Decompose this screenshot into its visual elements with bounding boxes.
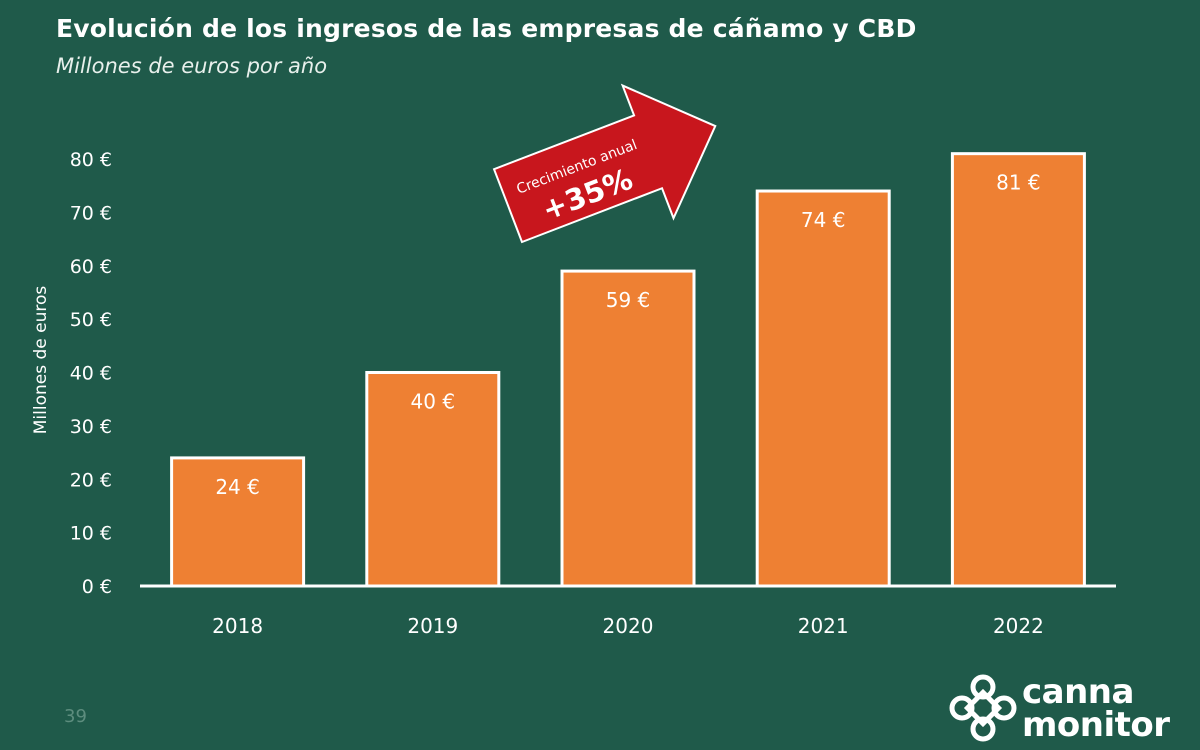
logo-text-canna: canna — [1022, 672, 1134, 712]
bar-value-label: 74 € — [801, 208, 846, 232]
y-tick-label: 0 € — [82, 576, 112, 598]
x-tick-label: 2018 — [212, 614, 263, 638]
bar-2022 — [950, 152, 1086, 588]
bar-2019 — [365, 371, 501, 588]
bar-2020 — [560, 269, 696, 588]
growth-annotation: Crecimiento anual +35% — [492, 83, 717, 244]
growth-arrow-icon — [492, 83, 717, 244]
bars: 24 € 40 € 59 € 74 € 81 € — [170, 152, 1086, 588]
bar-value-label: 59 € — [606, 288, 651, 312]
y-tick-label: 50 € — [70, 309, 112, 331]
x-axis: 2018 2019 2020 2021 2022 — [212, 614, 1044, 638]
bar-value-label: 24 € — [215, 475, 260, 499]
y-tick-label: 60 € — [70, 256, 112, 278]
bar-2021 — [755, 189, 891, 588]
chart-subtitle: Millones de euros por año — [56, 54, 328, 78]
y-axis: 0 € 10 € 20 € 30 € 40 € 50 € 60 € 70 € 80 € — [70, 149, 112, 598]
y-tick-label: 40 € — [70, 363, 112, 385]
x-tick-label: 2019 — [407, 614, 458, 638]
bar-value-label: 81 € — [996, 171, 1041, 195]
page-number: 39 — [64, 706, 87, 727]
x-tick-label: 2020 — [603, 614, 654, 638]
y-tick-label: 20 € — [70, 469, 112, 491]
x-tick-label: 2021 — [798, 614, 849, 638]
chart-title: Evolución de los ingresos de las empresa… — [56, 14, 917, 43]
cannabis-leaf-icon — [949, 674, 1017, 742]
y-tick-label: 70 € — [70, 202, 112, 224]
x-tick-label: 2022 — [993, 614, 1044, 638]
bar-value-label: 40 € — [411, 390, 456, 414]
y-tick-label: 30 € — [70, 416, 112, 438]
y-tick-label: 80 € — [70, 149, 112, 171]
y-tick-label: 10 € — [70, 523, 112, 545]
logo-text-monitor: monitor — [1022, 705, 1170, 745]
y-axis-title: Millones de euros — [31, 286, 51, 435]
cannamonitor-logo: canna monitor — [948, 672, 1188, 744]
